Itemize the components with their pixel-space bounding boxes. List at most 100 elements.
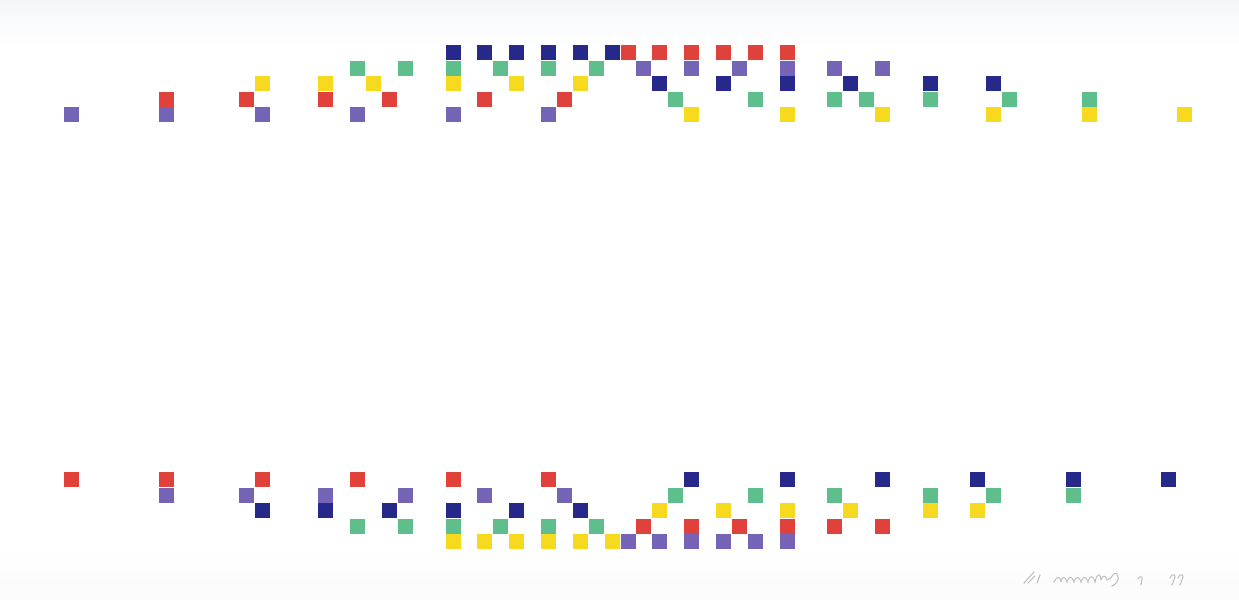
top-band-square	[572, 45, 588, 60]
top-band-square	[843, 76, 859, 92]
top-band-square	[684, 45, 700, 60]
top-band-square	[779, 76, 795, 92]
bottom-band-square	[318, 503, 334, 519]
top-band-square	[668, 91, 684, 107]
top-band-square	[238, 91, 254, 107]
top-band-square	[859, 91, 874, 107]
bottom-band-square	[970, 503, 986, 519]
top-band-square	[779, 45, 795, 60]
top-band-square	[986, 76, 1002, 92]
bottom-band-square	[159, 487, 175, 503]
bottom-band-square	[684, 534, 700, 550]
top-band-square	[382, 91, 397, 107]
bottom-band-square	[1161, 472, 1177, 487]
bottom-band-square	[779, 518, 795, 534]
bottom-band-square	[541, 472, 556, 487]
bottom-band-square	[636, 518, 652, 534]
top-band-square	[493, 60, 509, 76]
bottom-band-square	[254, 472, 270, 487]
bottom-band-square	[843, 503, 859, 519]
top-band-square	[350, 107, 366, 123]
top-band-square	[541, 107, 556, 123]
bottom-band-square	[779, 472, 795, 487]
top-band-square	[366, 76, 382, 92]
bottom-band-square	[541, 518, 556, 534]
top-band-square	[477, 45, 493, 60]
bottom-band-square	[652, 503, 668, 519]
bottom-band-square	[731, 518, 747, 534]
top-band-square	[350, 60, 366, 76]
top-band-square	[445, 60, 461, 76]
top-band-square	[556, 91, 572, 107]
bottom-band-square	[350, 518, 366, 534]
bottom-band-square	[652, 534, 668, 550]
top-band-square	[1081, 91, 1097, 107]
top-band-square	[159, 91, 175, 107]
top-band-square	[827, 91, 843, 107]
bottom-band-square	[874, 518, 890, 534]
bottom-band-square	[986, 487, 1002, 503]
bottom-band-square	[159, 472, 175, 487]
top-band-square	[541, 45, 556, 60]
bottom-band-square	[445, 534, 461, 550]
bottom-band-square	[64, 472, 79, 487]
bottom-band-square	[620, 534, 636, 550]
bottom-band-square	[477, 534, 493, 550]
top-band-square	[604, 45, 620, 60]
top-band-square	[445, 107, 461, 123]
bottom-band-square	[1065, 472, 1081, 487]
bottom-band-square	[922, 487, 938, 503]
handwritten-signature	[1023, 571, 1184, 587]
bottom-band-square	[445, 518, 461, 534]
bottom-band-square	[477, 487, 493, 503]
top-band-square	[254, 76, 270, 92]
bottom-band-square	[874, 472, 890, 487]
top-band-square	[318, 76, 334, 92]
top-band-square	[779, 60, 795, 76]
bottom-band-square	[254, 503, 270, 519]
top-band-square	[620, 45, 636, 60]
top-band-square	[779, 107, 795, 123]
top-band-square	[922, 76, 938, 92]
top-band-square	[715, 76, 731, 92]
top-band-square	[636, 60, 652, 76]
top-band-square	[588, 60, 604, 76]
top-band-square	[652, 45, 668, 60]
top-band-square	[541, 60, 556, 76]
bottom-band-square	[715, 503, 731, 519]
top-band-square	[445, 76, 461, 92]
top-band-square	[747, 91, 763, 107]
bottom-band-square	[318, 487, 334, 503]
bottom-band-square	[779, 534, 795, 550]
top-band-square	[509, 76, 525, 92]
bottom-band-square	[493, 518, 509, 534]
top-band-square	[874, 60, 890, 76]
top-band-square	[254, 107, 270, 123]
bottom-band-square	[747, 487, 763, 503]
bottom-band-square	[445, 472, 461, 487]
bottom-band-square	[922, 503, 938, 519]
top-band-square	[318, 91, 334, 107]
bottom-band-square	[1065, 487, 1081, 503]
bottom-band-square	[445, 503, 461, 519]
top-band-square	[986, 107, 1002, 123]
bottom-band-square	[541, 534, 556, 550]
top-band-square	[1081, 107, 1097, 123]
bottom-band-square	[827, 487, 843, 503]
bottom-band-square	[556, 487, 572, 503]
top-band-square	[827, 60, 843, 76]
bottom-band-square	[382, 503, 397, 519]
top-band-square	[922, 91, 938, 107]
top-band-square	[477, 91, 493, 107]
bottom-band-square	[350, 472, 366, 487]
bottom-band-square	[715, 534, 731, 550]
bottom-band-square	[747, 534, 763, 550]
bottom-band-square	[572, 534, 588, 550]
bottom-band-square	[684, 518, 700, 534]
bottom-band-square	[684, 472, 700, 487]
top-band-square	[572, 76, 588, 92]
top-band-square	[397, 60, 413, 76]
top-band-square	[509, 45, 525, 60]
bottom-band-square	[970, 472, 986, 487]
